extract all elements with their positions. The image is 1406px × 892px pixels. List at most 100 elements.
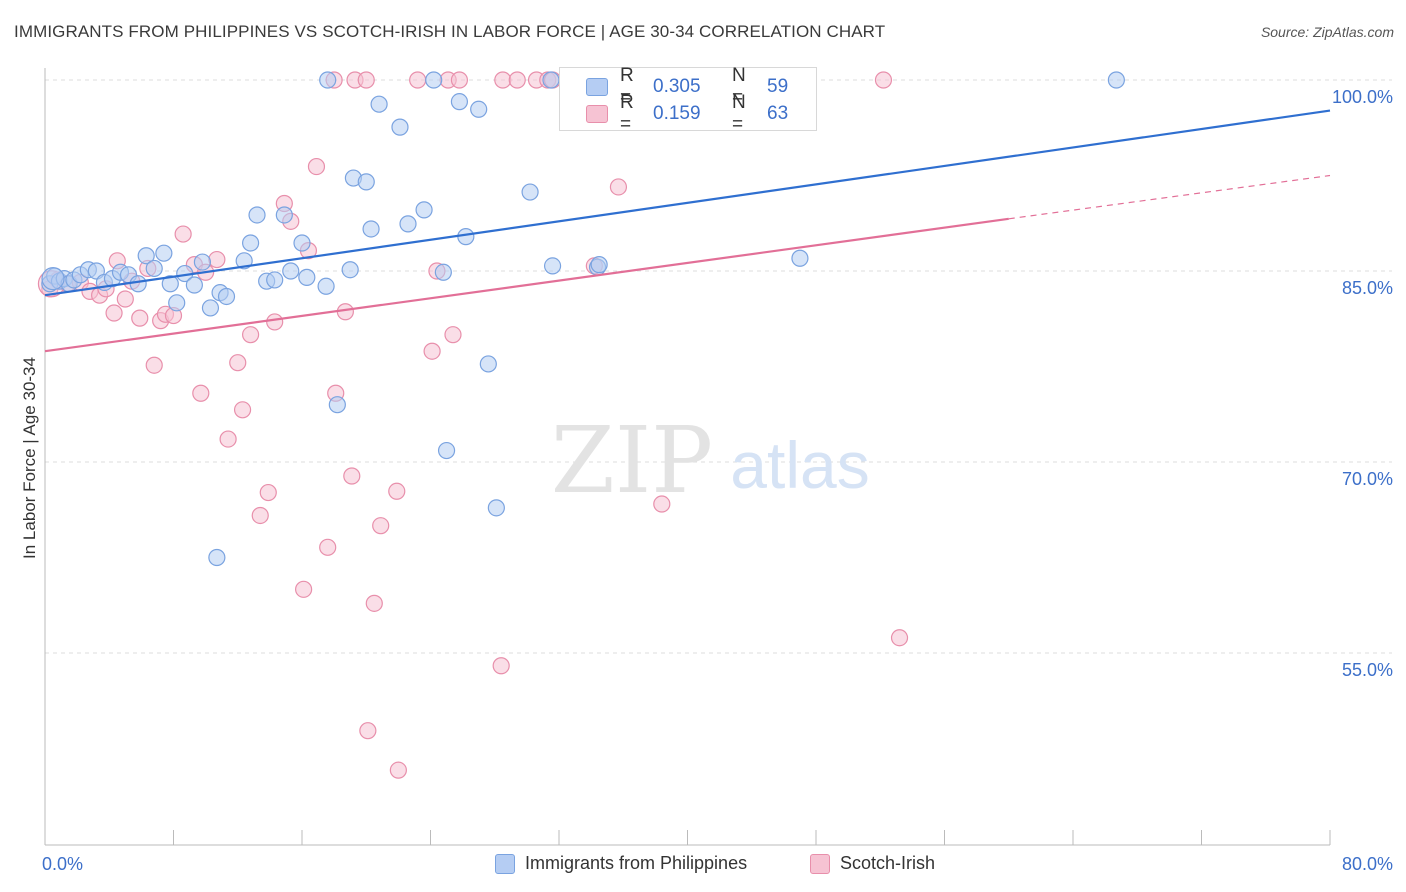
data-point (235, 252, 253, 270)
data-point (487, 499, 505, 517)
data-point (370, 95, 388, 113)
watermark-atlas: atlas (730, 428, 869, 502)
data-point (185, 276, 203, 294)
n-value: 59 (767, 76, 789, 97)
x-ticks (44, 830, 1331, 845)
series-philippines-points (41, 71, 1125, 567)
data-point (145, 259, 163, 278)
x-tick-label: 0.0% (42, 854, 83, 874)
data-point (105, 304, 123, 322)
stats-legend: R = 0.305 N = 59 R = 0.159 N = 63 (559, 65, 817, 135)
data-point (266, 271, 284, 289)
data-point (298, 268, 316, 286)
data-point (233, 401, 252, 419)
data-point (508, 71, 526, 89)
data-point (145, 356, 163, 374)
data-point (521, 183, 539, 201)
data-point (365, 594, 383, 612)
x-tick-labels: 0.0% 80.0% (42, 854, 1393, 874)
data-point (543, 257, 562, 275)
data-point (116, 290, 134, 308)
data-point (229, 354, 247, 372)
data-point (137, 247, 155, 265)
legend-label-scotch-irish: Scotch-Irish (840, 853, 936, 873)
y-tick-label: 85.0% (1342, 278, 1393, 298)
data-point (275, 206, 293, 224)
data-point (248, 206, 266, 224)
data-point (168, 294, 186, 312)
r-value: 0.305 (653, 76, 701, 97)
data-point (282, 262, 300, 280)
data-point (542, 71, 560, 89)
data-point (389, 761, 407, 779)
gridlines (45, 79, 1392, 654)
data-point (41, 267, 65, 291)
r-label: R = (620, 92, 634, 135)
legend-item-philippines[interactable]: Immigrants from Philippines (495, 853, 747, 874)
data-point (609, 178, 628, 196)
data-point (494, 71, 512, 89)
data-point (434, 263, 452, 281)
data-point (359, 722, 377, 740)
legend-swatch-philippines (586, 78, 608, 96)
data-point (450, 71, 469, 89)
data-point (208, 250, 226, 269)
legend-item-scotch-irish[interactable]: Scotch-Irish (810, 853, 935, 874)
chart-title: IMMIGRANTS FROM PHILIPPINES VS SCOTCH-IR… (14, 22, 886, 41)
data-point (357, 173, 375, 191)
r-label: R = (620, 65, 634, 108)
data-point (208, 548, 226, 567)
data-point (219, 430, 237, 448)
legend-swatch-scotch-irish (810, 853, 830, 874)
data-point (192, 384, 210, 402)
legend-label-philippines: Immigrants from Philippines (525, 853, 748, 873)
data-point (242, 326, 260, 344)
r-value: 0.159 (653, 103, 701, 124)
data-point (343, 467, 361, 485)
data-point (874, 71, 893, 89)
n-label: N = (732, 92, 746, 135)
data-point (388, 482, 406, 500)
data-point (357, 71, 375, 89)
data-point (293, 234, 311, 252)
data-point (415, 201, 433, 219)
data-point (399, 215, 417, 233)
data-point (391, 118, 409, 136)
data-point (161, 275, 179, 293)
n-label: N = (732, 65, 746, 108)
n-value: 63 (767, 103, 789, 124)
data-point (444, 326, 462, 344)
data-point (131, 309, 149, 327)
data-point (242, 234, 260, 252)
trend-line-extension (1008, 174, 1331, 220)
data-point (201, 299, 220, 317)
data-point (259, 483, 277, 502)
bottom-legend: Immigrants from Philippines Scotch-Irish (0, 850, 1406, 878)
y-tick-label: 70.0% (1342, 469, 1393, 489)
y-tick-label: 55.0% (1342, 660, 1393, 680)
data-point (409, 71, 427, 89)
data-point (450, 93, 469, 111)
data-point (193, 253, 212, 271)
data-point (328, 396, 346, 414)
x-tick-label: 80.0% (1342, 854, 1393, 874)
series-scotch-irish-points (37, 71, 909, 779)
data-point (307, 157, 326, 176)
y-tick-label: 100.0% (1332, 87, 1393, 107)
legend-swatch-philippines (495, 853, 515, 874)
data-point (341, 261, 359, 279)
watermark-zip: ZIP (551, 407, 713, 514)
data-point (653, 495, 671, 513)
data-point (319, 71, 337, 89)
data-point (129, 275, 147, 293)
legend-swatch-scotch-irish (586, 105, 608, 123)
data-point (155, 244, 173, 262)
data-point (791, 249, 809, 267)
data-point (362, 220, 380, 238)
trend-line-scotch-irish (44, 217, 1009, 353)
data-point (479, 355, 497, 373)
watermark: ZIP atlas (551, 407, 870, 514)
data-point (217, 287, 236, 306)
y-tick-labels: 55.0% 70.0% 85.0% 100.0% (1332, 87, 1393, 680)
